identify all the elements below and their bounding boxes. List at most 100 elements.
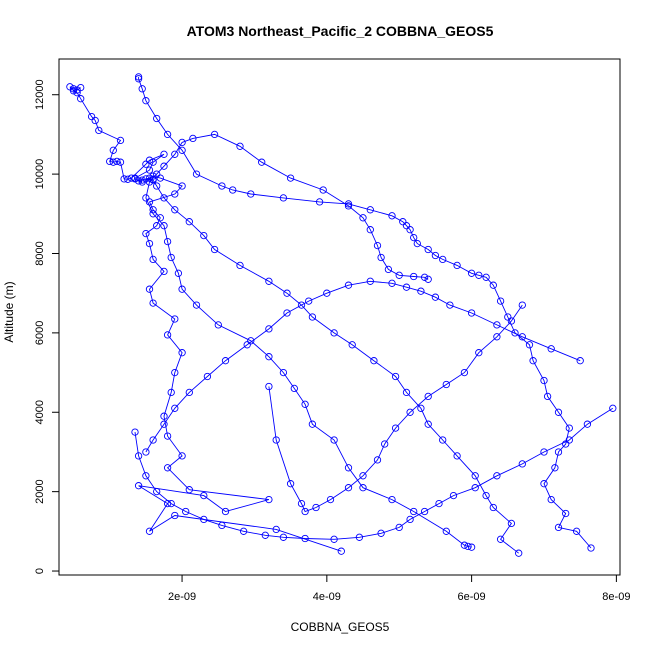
data-point <box>163 130 172 139</box>
data-point <box>297 301 306 309</box>
data-point <box>174 269 183 277</box>
data-point <box>221 357 230 365</box>
data-point <box>507 317 516 325</box>
data-point <box>420 273 429 281</box>
data-point <box>178 452 186 460</box>
data-point <box>337 547 345 555</box>
data-point <box>562 509 570 518</box>
data-series <box>149 176 523 557</box>
data-point <box>377 253 385 262</box>
data-point <box>543 392 552 401</box>
series-line <box>268 304 523 513</box>
data-point <box>344 484 353 492</box>
series-line <box>152 179 519 554</box>
data-point <box>315 198 324 206</box>
data-point <box>185 486 193 494</box>
data-point <box>120 175 128 183</box>
data-point <box>460 541 469 549</box>
data-series <box>142 277 584 456</box>
data-point <box>388 495 396 504</box>
data-point <box>417 404 425 412</box>
x-axis-label: COBBNA_GEOS5 <box>291 620 390 634</box>
data-series <box>142 130 476 551</box>
data-point <box>330 329 338 337</box>
data-point <box>286 480 295 488</box>
data-point <box>163 237 172 246</box>
data-point <box>370 357 378 365</box>
data-point <box>167 253 175 262</box>
data-point <box>109 146 117 154</box>
data-point <box>399 218 407 226</box>
data-point <box>87 112 96 121</box>
data-point <box>185 218 193 226</box>
data-point <box>359 472 367 480</box>
data-point <box>149 210 157 218</box>
data-point <box>467 543 476 551</box>
series-line <box>145 133 472 548</box>
data-point <box>160 162 168 170</box>
data-point <box>453 452 461 460</box>
data-point <box>446 301 454 309</box>
data-point <box>540 480 548 488</box>
series-line <box>134 407 614 540</box>
data-point <box>518 460 526 468</box>
data-point <box>395 523 403 532</box>
data-point <box>142 229 150 238</box>
data-point <box>210 245 219 254</box>
data-point <box>279 533 288 541</box>
data-point <box>453 261 461 270</box>
data-point <box>373 456 382 464</box>
data-point <box>410 233 418 242</box>
data-point <box>124 175 132 183</box>
y-tick-label: 6000 <box>34 321 46 345</box>
data-series <box>265 301 526 516</box>
data-point <box>106 157 114 166</box>
data-point <box>134 75 143 83</box>
data-point <box>200 231 208 240</box>
data-point <box>200 515 208 524</box>
data-point <box>431 293 440 301</box>
data-point <box>395 271 403 279</box>
data-point <box>424 392 432 401</box>
y-axis: 0 2000 4000 6000 8000 10000 12000 <box>34 79 60 574</box>
data-point <box>489 503 497 512</box>
data-point <box>471 472 479 480</box>
chart-title: ATOM3 Northeast_Pacific_2 COBBNA_GEOS5 <box>187 23 494 39</box>
data-point <box>171 206 179 214</box>
data-series <box>134 73 595 552</box>
data-point <box>145 527 154 535</box>
data-point <box>286 174 295 182</box>
data-point <box>554 523 563 532</box>
x-tick-label: 4e-09 <box>313 591 341 603</box>
data-point <box>348 341 356 349</box>
data-point <box>145 178 154 186</box>
data-point <box>464 542 472 551</box>
data-point <box>171 315 179 323</box>
data-point <box>272 436 280 444</box>
data-point <box>496 297 505 305</box>
data-point <box>214 321 222 329</box>
y-tick-label: 0 <box>34 568 46 574</box>
data-point <box>547 495 555 504</box>
data-point <box>95 126 103 135</box>
data-point <box>359 214 367 222</box>
data-point <box>308 420 317 428</box>
data-point <box>290 384 298 393</box>
data-point <box>330 535 338 543</box>
data-point <box>402 283 411 291</box>
data-point <box>439 255 447 264</box>
data-point <box>529 357 537 365</box>
data-point <box>243 341 251 349</box>
data-point <box>312 503 320 512</box>
data-point <box>439 436 447 444</box>
data-point <box>482 273 490 281</box>
data-point <box>73 89 81 97</box>
y-tick-label: 12000 <box>34 79 46 110</box>
series-line <box>138 76 592 549</box>
data-point <box>391 372 400 381</box>
y-tick-label: 10000 <box>34 159 46 190</box>
data-series <box>131 404 617 543</box>
data-point <box>265 325 273 333</box>
data-series <box>66 83 345 555</box>
y-tick-label: 4000 <box>34 400 46 424</box>
